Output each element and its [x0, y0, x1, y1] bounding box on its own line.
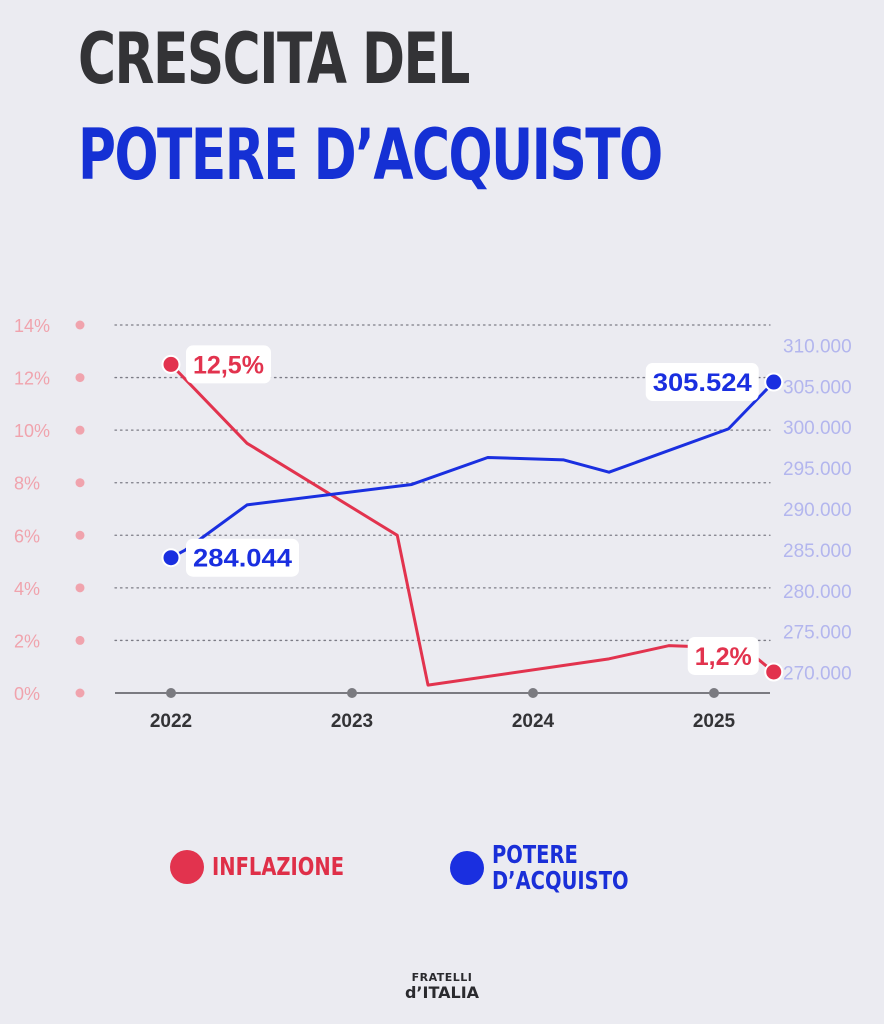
title-line-2: POTERE D’ACQUISTO	[78, 114, 663, 196]
data-label-layer: 12,5% 1,2% 284.044 305.524	[186, 345, 759, 675]
title-line-1: CRESCITA DEL	[78, 18, 470, 100]
data-label: 12,5%	[193, 351, 264, 379]
line-chart: 0% 2% 4% 6% 8% 10% 12% 14% 270.000 275.000 280.000…	[14, 316, 852, 732]
left-axis-tick-label: 10%	[14, 421, 50, 441]
left-axis-tick-label: 8%	[14, 474, 40, 494]
legend-inflation-label: INFLAZIONE	[212, 851, 345, 881]
left-axis-tick-dot	[75, 530, 85, 540]
logo-line-1: FRATELLI	[411, 971, 473, 984]
data-point-marker	[161, 354, 181, 374]
data-label: 284.044	[193, 545, 292, 573]
right-axis-tick-label: 300.000	[783, 418, 852, 439]
left-axis-tick-dot	[75, 635, 85, 645]
series-line	[169, 362, 776, 687]
right-axis-tick-label: 310.000	[783, 336, 852, 357]
left-axis-tick-dot	[75, 373, 85, 383]
legend-inflation: INFLAZIONE	[170, 850, 381, 884]
data-label: 1,2%	[695, 643, 752, 671]
x-axis-tick-dot	[347, 688, 357, 698]
data-label-box	[186, 345, 271, 384]
data-point-marker	[764, 372, 784, 392]
left-axis-tick-dot	[75, 478, 85, 488]
left-axis-tick-dot	[75, 583, 85, 593]
legend-inflation-swatch	[170, 850, 204, 884]
x-axis-tick-dot	[528, 688, 538, 698]
left-axis-tick-dot	[75, 320, 85, 330]
data-point-marker	[764, 662, 784, 682]
legend-purchasing-power: POTERE D’ACQUISTO	[450, 840, 667, 896]
left-axis-tick-label: 4%	[14, 579, 40, 599]
legend-purchasing-power-line-1: POTERE	[492, 840, 578, 869]
left-axis-tick-label: 14%	[14, 316, 50, 336]
right-axis-tick-label: 275.000	[783, 623, 852, 644]
x-axis-tick-dot	[166, 688, 176, 698]
left-axis-tick-label: 12%	[14, 369, 50, 389]
right-axis-tick-label: 305.000	[783, 377, 852, 398]
axis-layer: 0% 2% 4% 6% 8% 10% 12% 14% 270.000 275.000 280.000…	[14, 316, 852, 732]
left-axis-tick-dot	[75, 425, 85, 435]
data-label-box	[687, 636, 759, 675]
legend-purchasing-power-label: POTERE D’ACQUISTO	[492, 840, 629, 896]
legend-purchasing-power-line-2: D’ACQUISTO	[492, 866, 629, 896]
right-axis-tick-label: 285.000	[783, 541, 852, 562]
x-axis-tick-label: 2024	[512, 711, 555, 732]
legend-purchasing-power-swatch	[450, 851, 484, 886]
left-axis-tick-label: 6%	[14, 526, 40, 546]
right-axis-tick-label: 290.000	[783, 500, 852, 521]
logo-line-2: d’ITALIA	[404, 983, 480, 1003]
data-label-box	[645, 363, 759, 402]
series-layer	[161, 354, 784, 687]
data-label-box	[186, 538, 299, 577]
fratelli-ditalia-logo: FRATELLI d’ITALIA	[392, 971, 492, 1003]
data-point-marker	[161, 548, 181, 568]
left-axis-tick-label: 2%	[14, 631, 40, 651]
x-axis-tick-label: 2025	[693, 711, 736, 732]
right-axis-tick-label: 270.000	[783, 664, 852, 685]
series-line	[169, 380, 776, 560]
right-axis-tick-label: 280.000	[783, 582, 852, 603]
right-axis-tick-label: 295.000	[783, 459, 852, 480]
x-axis-tick-label: 2022	[150, 711, 192, 732]
left-axis-tick-dot	[75, 688, 85, 698]
data-label: 305.524	[653, 369, 752, 397]
x-axis-tick-label: 2023	[331, 711, 373, 732]
x-axis-tick-dot	[709, 688, 719, 698]
left-axis-tick-label: 0%	[14, 684, 40, 704]
